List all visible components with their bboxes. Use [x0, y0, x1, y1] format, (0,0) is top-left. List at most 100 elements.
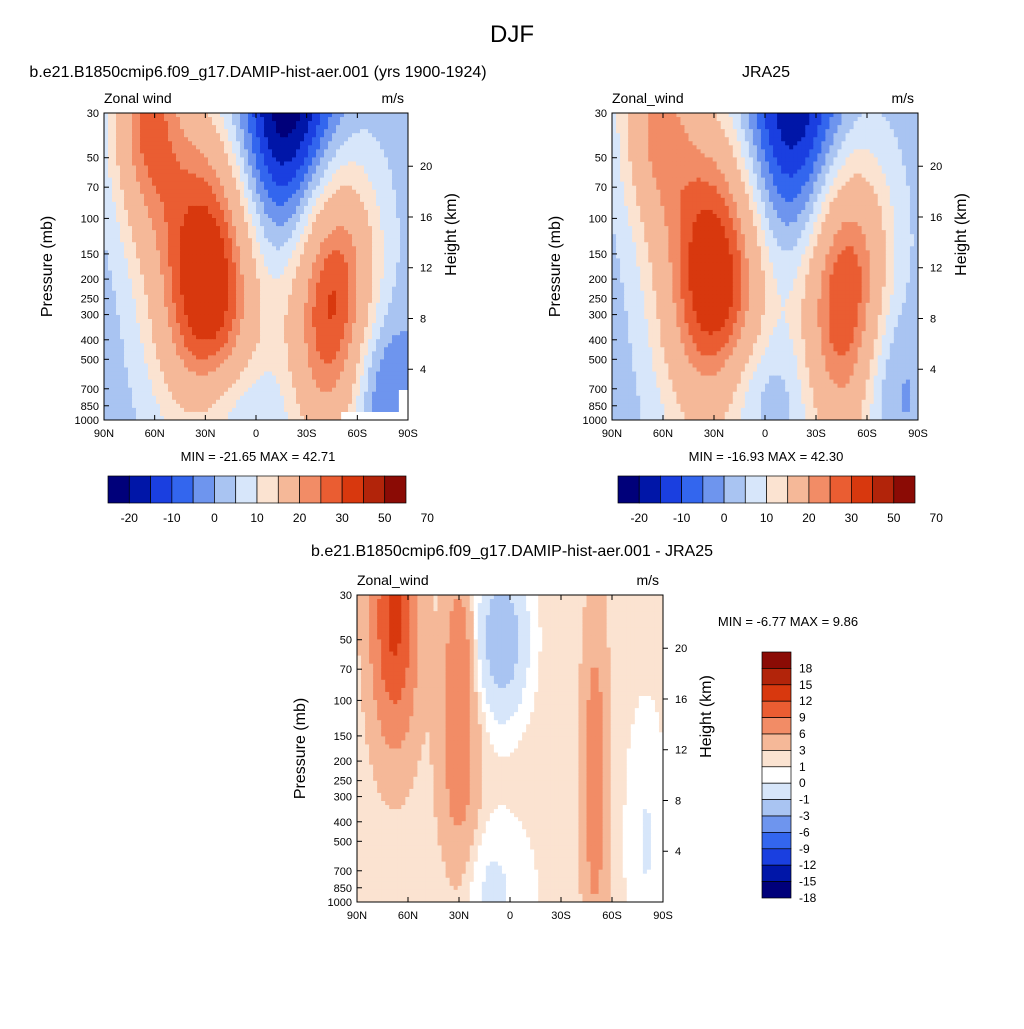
field-cell: [160, 165, 165, 171]
field-cell: [300, 185, 305, 191]
field-cell: [108, 294, 113, 300]
field-cell: [208, 189, 213, 195]
field-cell: [188, 193, 193, 199]
field-cell: [112, 319, 117, 324]
field-cell: [364, 205, 369, 211]
field-cell: [128, 153, 133, 159]
field-cell: [236, 367, 241, 373]
field-cell: [244, 262, 249, 268]
field-cell: [304, 323, 309, 328]
field-cell: [232, 193, 237, 199]
field-cell: [372, 242, 377, 247]
field-cell: [340, 282, 345, 288]
field-cell: [344, 133, 349, 138]
field-cell: [368, 197, 373, 203]
field-cell: [340, 258, 345, 264]
field-cell: [268, 234, 273, 239]
field-cell: [232, 298, 237, 304]
field-cell: [236, 238, 241, 243]
field-cell: [356, 331, 361, 336]
field-cell: [224, 197, 229, 203]
field-cell: [356, 246, 361, 251]
field-cell: [376, 193, 381, 199]
field-cell: [336, 363, 341, 369]
field-cell: [160, 343, 165, 348]
field-cell: [388, 222, 393, 227]
field-cell: [332, 189, 337, 195]
field-cell: [312, 286, 317, 292]
field-cell: [156, 205, 161, 211]
field-cell: [264, 339, 269, 344]
field-cell: [332, 246, 337, 251]
field-cell: [380, 226, 385, 231]
field-cell: [292, 145, 297, 150]
field-cell: [220, 254, 225, 260]
field-cell: [300, 153, 305, 159]
field-cell: [152, 201, 157, 207]
field-cell: [188, 367, 193, 373]
field-cell: [180, 274, 185, 280]
field-cell: [260, 169, 265, 175]
field-cell: [200, 363, 205, 369]
field-cell: [188, 137, 193, 142]
field-cell: [188, 141, 193, 146]
field-cell: [308, 137, 313, 142]
field-cell: [340, 205, 345, 211]
field-cell: [260, 314, 265, 320]
field-cell: [180, 254, 185, 260]
field-cell: [308, 218, 313, 223]
field-cell: [392, 258, 397, 264]
field-cell: [332, 343, 337, 348]
field-cell: [236, 359, 241, 365]
field-cell: [352, 238, 357, 243]
field-cell: [392, 181, 397, 187]
field-cell: [252, 169, 257, 175]
field-cell: [252, 121, 257, 126]
field-cell: [172, 177, 177, 183]
field-cell: [388, 355, 393, 361]
field-cell: [200, 294, 205, 300]
field-cell: [188, 157, 193, 163]
field-cell: [108, 141, 113, 146]
field-cell: [372, 319, 377, 324]
field-cell: [112, 371, 117, 377]
field-cell: [260, 213, 265, 219]
field-cell: [140, 222, 145, 227]
field-cell: [104, 117, 109, 122]
field-cell: [108, 347, 113, 352]
field-cell: [144, 367, 149, 373]
field-cell: [260, 185, 265, 191]
field-cell: [272, 335, 277, 340]
field-cell: [348, 145, 353, 150]
field-cell: [256, 161, 261, 167]
field-cell: [400, 189, 405, 195]
field-cell: [116, 153, 121, 159]
field-cell: [116, 270, 121, 276]
field-cell: [124, 189, 129, 195]
field-cell: [116, 355, 121, 361]
field-cell: [384, 181, 389, 187]
field-cell: [380, 157, 385, 163]
field-cell: [164, 230, 169, 235]
field-cell: [188, 375, 193, 381]
field-cell: [108, 335, 113, 340]
field-cell: [216, 137, 221, 142]
field-cell: [124, 367, 129, 373]
field-cell: [144, 282, 149, 288]
field-cell: [308, 282, 313, 288]
field-cell: [192, 367, 197, 373]
field-cell: [176, 270, 181, 276]
field-cell: [292, 347, 297, 352]
field-cell: [396, 181, 401, 187]
field-cell: [224, 234, 229, 239]
field-cell: [204, 335, 209, 340]
field-cell: [392, 254, 397, 260]
field-cell: [320, 314, 325, 320]
field-cell: [104, 347, 109, 352]
field-cell: [152, 157, 157, 163]
field-cell: [104, 230, 109, 235]
field-cell: [228, 375, 233, 381]
field-cell: [124, 355, 129, 361]
field-cell: [196, 343, 201, 348]
field-cell: [252, 298, 257, 304]
